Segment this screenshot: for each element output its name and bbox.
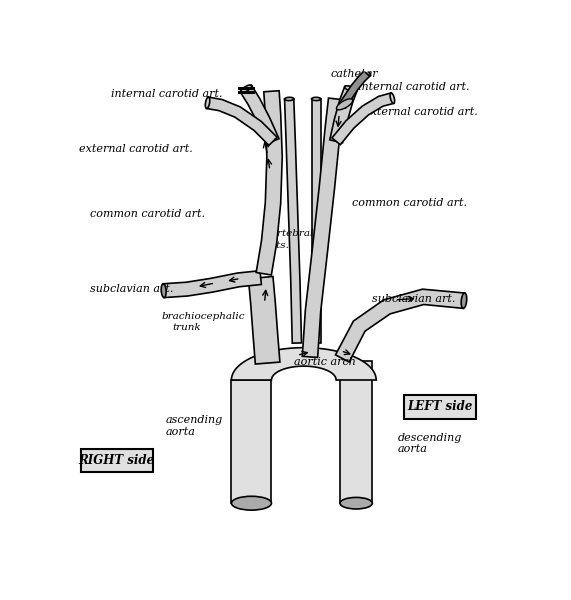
Polygon shape	[256, 91, 282, 275]
Text: catheter: catheter	[331, 68, 379, 79]
Text: subclavian art.: subclavian art.	[90, 284, 173, 294]
Polygon shape	[336, 289, 465, 362]
Text: ascending: ascending	[165, 415, 223, 425]
Text: descending: descending	[398, 433, 462, 443]
Text: LEFT side: LEFT side	[407, 400, 473, 413]
Polygon shape	[330, 86, 357, 143]
Polygon shape	[302, 98, 344, 358]
Polygon shape	[339, 70, 371, 108]
Ellipse shape	[231, 496, 271, 510]
Ellipse shape	[390, 93, 395, 103]
Text: aorta: aorta	[165, 427, 195, 437]
Ellipse shape	[206, 97, 210, 109]
Polygon shape	[248, 277, 280, 364]
Text: arts.: arts.	[266, 241, 289, 250]
Text: internal carotid art.: internal carotid art.	[111, 89, 223, 98]
Polygon shape	[340, 361, 372, 503]
Text: subclavian art.: subclavian art.	[372, 294, 455, 304]
Ellipse shape	[344, 86, 357, 92]
Text: external carotid art.: external carotid art.	[364, 107, 477, 117]
Text: RIGHT side: RIGHT side	[79, 454, 155, 467]
Text: common carotid art.: common carotid art.	[352, 198, 467, 208]
Ellipse shape	[284, 97, 294, 101]
Polygon shape	[231, 380, 271, 503]
Polygon shape	[312, 99, 321, 343]
Text: common carotid art.: common carotid art.	[90, 209, 205, 220]
Text: external carotid art.: external carotid art.	[79, 144, 192, 154]
Text: aorta: aorta	[398, 444, 428, 454]
Text: aortic arch: aortic arch	[294, 356, 356, 367]
Ellipse shape	[312, 97, 321, 101]
Text: internal carotid art.: internal carotid art.	[357, 82, 469, 92]
Polygon shape	[163, 271, 262, 298]
FancyBboxPatch shape	[404, 395, 476, 419]
FancyBboxPatch shape	[81, 449, 153, 472]
Text: vertebral: vertebral	[266, 229, 313, 238]
Ellipse shape	[365, 70, 371, 76]
Ellipse shape	[240, 85, 252, 93]
Ellipse shape	[461, 293, 467, 308]
Polygon shape	[207, 97, 277, 145]
Polygon shape	[284, 99, 301, 343]
Polygon shape	[231, 347, 376, 380]
Ellipse shape	[336, 99, 353, 110]
Polygon shape	[332, 93, 394, 145]
Ellipse shape	[161, 284, 166, 298]
Polygon shape	[240, 85, 279, 144]
Text: trunk: trunk	[173, 323, 202, 332]
Ellipse shape	[340, 497, 372, 509]
Text: brachiocephalic: brachiocephalic	[162, 313, 245, 322]
